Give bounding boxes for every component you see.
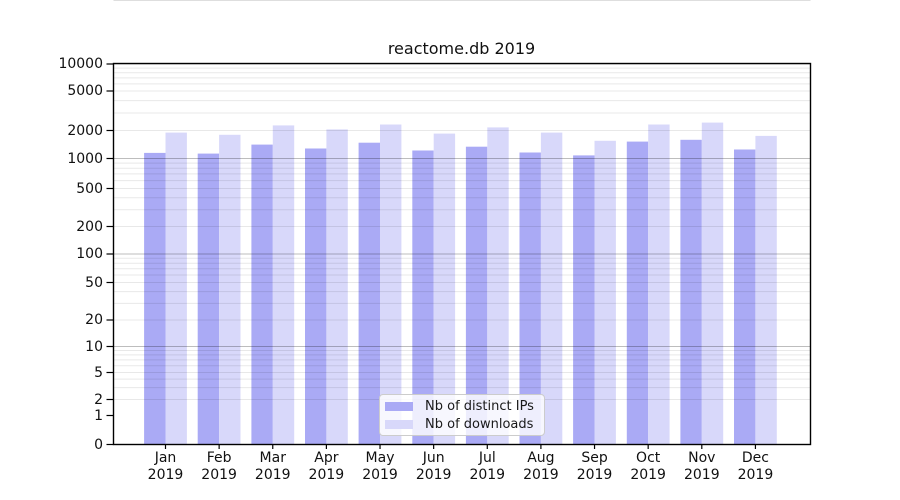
x-tick-label-jan: Jan 2019	[136, 450, 196, 484]
x-tick-label-dec: Dec 2019	[725, 450, 785, 484]
bar-downloads-jul	[487, 127, 509, 445]
x-tick-label-sep: Sep 2019	[565, 450, 625, 484]
bar-distinct-ips-sep	[573, 155, 595, 445]
x-tick-year: 2019	[576, 467, 613, 483]
y-tick-label-10: 10	[85, 338, 103, 355]
x-tick-month: Feb	[206, 450, 232, 466]
x-tick-label-oct: Oct 2019	[618, 450, 678, 484]
bar-distinct-ips-apr	[305, 148, 327, 445]
bar-distinct-ips-nov	[680, 139, 702, 445]
legend-row-downloads: Nb of downloads	[385, 418, 544, 431]
y-tick-label-1: 1	[94, 407, 103, 424]
x-tick-month: Aug	[527, 450, 555, 466]
bar-distinct-ips-aug	[519, 152, 541, 445]
x-tick-label-apr: Apr 2019	[296, 450, 356, 484]
x-tick-label-mar: Mar 2019	[243, 450, 303, 484]
x-tick-month: May	[365, 450, 395, 466]
bar-downloads-jan	[165, 132, 187, 445]
y-tick-label-1000: 1000	[67, 150, 103, 167]
y-tick-label-100: 100	[76, 246, 103, 262]
bar-distinct-ips-feb	[197, 153, 220, 445]
x-tick-month: Mar	[259, 450, 286, 466]
legend-swatch-downloads	[385, 419, 413, 429]
x-tick-label-may: May 2019	[350, 450, 410, 484]
x-tick-month: Nov	[688, 450, 716, 466]
x-tick-year: 2019	[201, 467, 237, 483]
x-tick-year: 2019	[254, 467, 291, 483]
bar-distinct-ips-jul	[465, 146, 488, 445]
x-tick-label-aug: Aug 2019	[511, 450, 571, 484]
x-tick-month: Jun	[422, 450, 445, 466]
gridlines	[113, 0, 811, 400]
y-tick-label-50: 50	[85, 274, 103, 291]
y-tick-label-200: 200	[76, 218, 103, 235]
y-tick-label-2: 2	[94, 391, 103, 408]
x-tick-label-jun: Jun 2019	[404, 450, 464, 484]
x-tick-year: 2019	[523, 467, 559, 483]
x-tick-month: Sep	[581, 450, 608, 466]
bar-downloads-aug	[540, 132, 563, 445]
axes-spines	[106, 62, 812, 449]
y-tick-label-500: 500	[76, 180, 103, 197]
x-tick-year: 2019	[415, 467, 452, 483]
bars-layer	[144, 122, 777, 445]
x-tick-year: 2019	[737, 467, 774, 483]
y-tick-label-2000: 2000	[67, 122, 103, 139]
bar-downloads-may	[380, 124, 402, 445]
x-tick-label-jul: Jul 2019	[457, 450, 517, 484]
bar-distinct-ips-mar	[251, 144, 273, 445]
y-tick-label-0: 0	[94, 436, 103, 453]
x-tick-label-nov: Nov 2019	[672, 450, 732, 484]
bar-downloads-oct	[648, 124, 670, 445]
legend-label-distinct-ips: Nb of distinct IPs	[425, 398, 534, 414]
x-tick-month: Jul	[478, 450, 496, 466]
bar-distinct-ips-jan	[144, 152, 166, 445]
x-tick-year: 2019	[683, 467, 720, 483]
y-tick-label-5: 5	[94, 364, 103, 381]
bar-downloads-sep	[594, 140, 616, 445]
legend-row-distinct-ips: Nb of distinct IPs	[385, 400, 544, 413]
x-tick-month: Apr	[314, 450, 339, 466]
x-tick-year: 2019	[469, 467, 506, 483]
bar-downloads-dec	[755, 135, 777, 445]
x-tick-month: Oct	[636, 450, 661, 466]
y-tick-label-20: 20	[85, 312, 103, 328]
x-tick-label-feb: Feb 2019	[189, 450, 249, 484]
chart-title: reactome.db 2019	[387, 39, 536, 58]
bar-downloads-nov	[701, 122, 724, 445]
x-tick-year: 2019	[147, 467, 184, 483]
legend-swatch-distinct-ips	[385, 401, 413, 411]
x-tick-year: 2019	[630, 467, 666, 483]
legend-label-downloads: Nb of downloads	[425, 416, 534, 432]
bar-distinct-ips-jun	[412, 150, 434, 445]
y-tick-label-5000: 5000	[67, 83, 103, 99]
bar-distinct-ips-oct	[626, 141, 649, 445]
x-tick-month: Jan	[154, 450, 177, 466]
y-tick-label-10000: 10000	[58, 56, 103, 72]
bar-downloads-mar	[272, 125, 295, 445]
legend: Nb of distinct IPs Nb of downloads	[379, 394, 545, 436]
x-tick-month: Dec	[741, 450, 769, 466]
x-tick-year: 2019	[308, 467, 345, 483]
bar-downloads-jun	[433, 133, 456, 445]
bar-distinct-ips-dec	[734, 149, 756, 445]
bar-distinct-ips-may	[358, 142, 380, 445]
bar-downloads-apr	[326, 129, 348, 445]
bar-downloads-feb	[219, 134, 241, 445]
x-tick-year: 2019	[362, 467, 398, 483]
